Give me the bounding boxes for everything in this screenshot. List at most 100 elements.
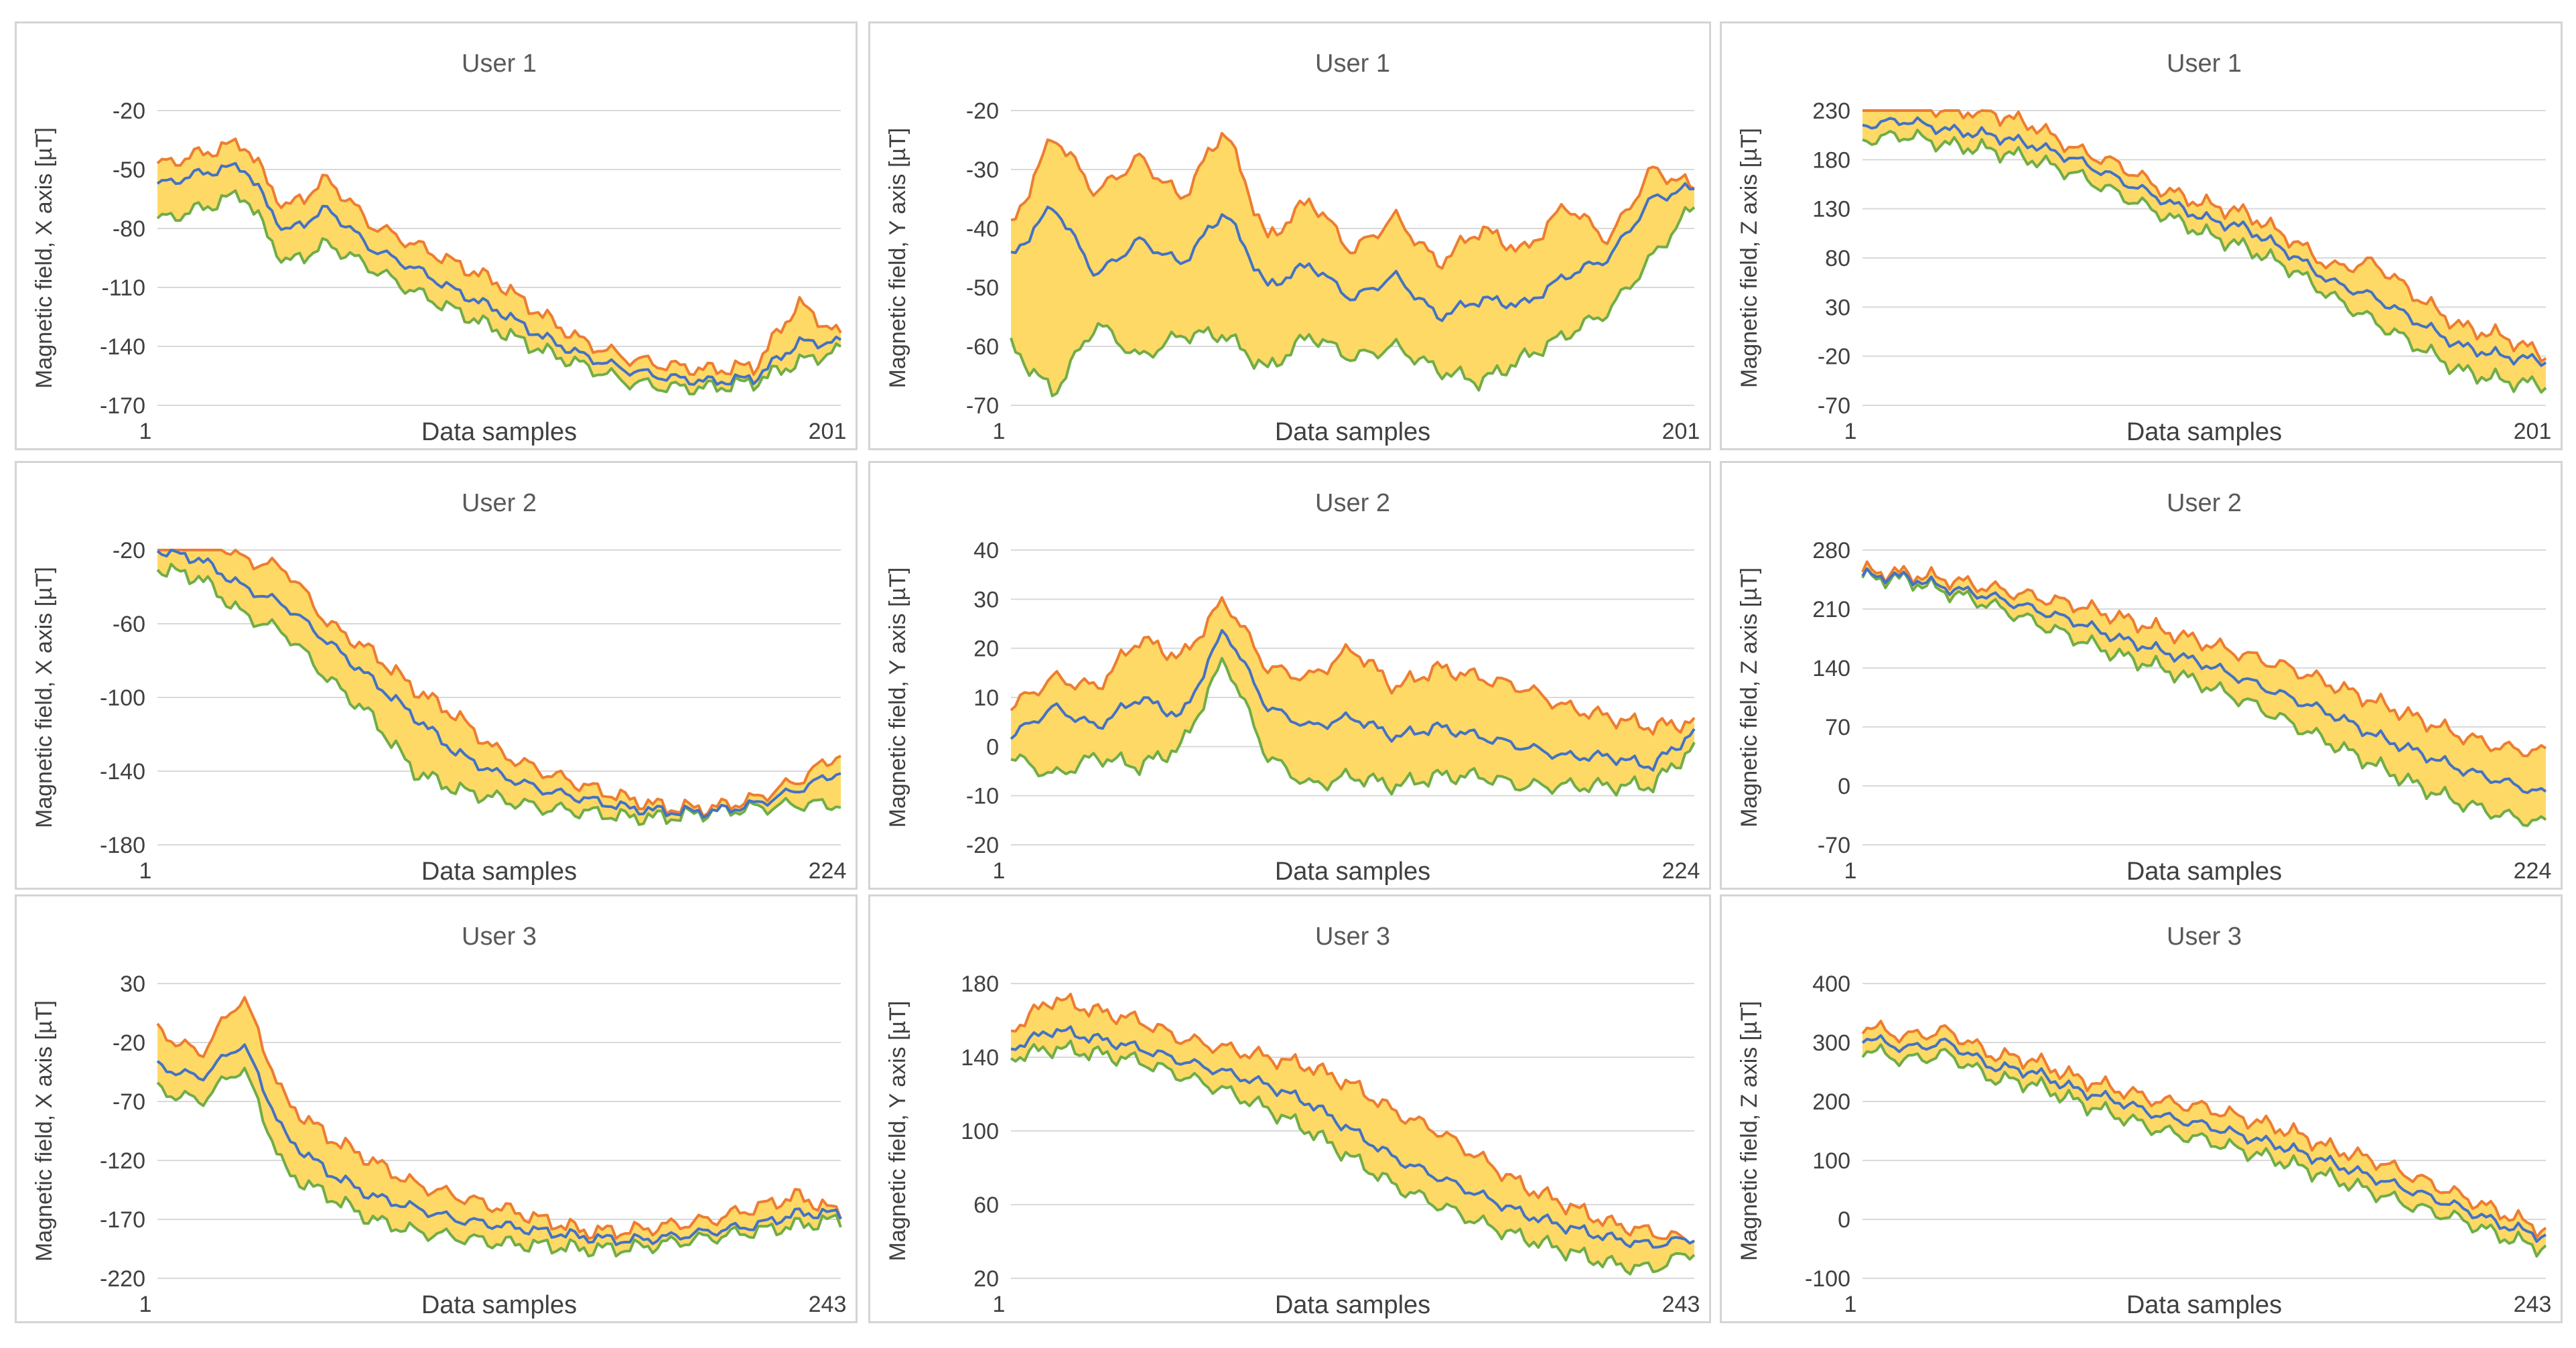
- chart-svg: 180 140 100 60 20 User 3 Magnetic field, Y axi…: [885, 923, 1700, 1319]
- y-axis-label: Magnetic field, X axis [µT]: [31, 1000, 57, 1262]
- min-max-band: [157, 139, 841, 395]
- max-series-line: [156, 137, 842, 377]
- y-axis-label: Magnetic field, Y axis [µT]: [885, 567, 910, 828]
- chart-title: User 2: [1315, 489, 1390, 517]
- x-axis-label: Data samples: [421, 1291, 577, 1319]
- y-axis-label: Magnetic field, Y axis [µT]: [885, 1001, 910, 1262]
- y-tick-label: -30: [966, 157, 999, 183]
- min-series-line: [1010, 657, 1696, 797]
- y-tick-label: 30: [973, 587, 999, 612]
- y-tick-label: -20: [113, 538, 145, 563]
- max-series-line: [156, 996, 842, 1240]
- y-tick-label: 300: [1812, 1030, 1850, 1056]
- min-max-band: [1011, 597, 1694, 795]
- min-series-line: [156, 1067, 842, 1258]
- y-tick-label: -120: [100, 1148, 145, 1174]
- y-tick-label: 180: [961, 971, 999, 997]
- chart-panel: -20 -60 -100 -140 -180 User 2 Magnetic field, …: [15, 461, 858, 890]
- chart-title: User 2: [2167, 489, 2242, 517]
- x-tick-label: 201: [1662, 419, 1700, 444]
- x-tick-label: 1: [993, 419, 1006, 444]
- chart-panel: -20 -30 -40 -50 -60 -70 User 1 Magnetic field, …: [868, 21, 1711, 450]
- chart-svg: -20 -50 -80 -110 -140 -170 User 1 Magnetic fiel…: [31, 50, 847, 446]
- x-tick-label: 1: [1844, 858, 1857, 884]
- chart-title: User 1: [2167, 50, 2242, 78]
- x-tick-label: 1: [993, 1292, 1006, 1317]
- chart-panel: 180 140 100 60 20 User 3 Magnetic field, Y axi…: [868, 894, 1711, 1323]
- chart-title: User 3: [1315, 923, 1390, 951]
- min-max-band: [1011, 994, 1694, 1274]
- mean-series-line: [156, 1043, 842, 1246]
- y-tick-label: 140: [1812, 656, 1850, 681]
- y-tick-label: 130: [1812, 197, 1850, 222]
- mean-series-line: [156, 549, 841, 819]
- min-series-line: [1010, 1039, 1696, 1276]
- y-tick-label: 200: [1812, 1089, 1850, 1115]
- max-series-line: [1010, 992, 1695, 1245]
- min-max-band: [1862, 1021, 2546, 1257]
- y-tick-label: -80: [113, 216, 145, 242]
- y-tick-label: 180: [1812, 147, 1850, 173]
- x-tick-label: 243: [1662, 1292, 1700, 1317]
- y-tick-label: -20: [113, 1030, 145, 1056]
- mean-series-line: [1010, 628, 1696, 772]
- chart-title: User 3: [2167, 923, 2242, 951]
- chart-panel: 280 210 140 70 0 -70 User 2 Magnetic field, Z a…: [1720, 461, 2563, 890]
- x-axis-label: Data samples: [1275, 858, 1430, 886]
- y-tick-label: -100: [100, 685, 145, 711]
- max-series-line: [1010, 131, 1696, 270]
- y-tick-label: -20: [966, 833, 999, 858]
- y-axis-label: Magnetic field, Z axis [µT]: [1737, 567, 1762, 827]
- y-axis-label: Magnetic field, X axis [µT]: [31, 127, 57, 389]
- chart-svg: 280 210 140 70 0 -70 User 2 Magnetic field, Z a…: [1737, 489, 2552, 886]
- y-tick-label: 0: [1838, 1207, 1850, 1233]
- x-tick-label: 224: [2514, 858, 2552, 884]
- y-tick-label: 100: [1812, 1148, 1850, 1174]
- x-tick-label: 1: [139, 1292, 152, 1317]
- y-tick-label: -140: [100, 334, 145, 360]
- min-max-band: [157, 997, 841, 1256]
- x-axis-label: Data samples: [2126, 1291, 2282, 1319]
- chart-panel: -20 -50 -80 -110 -140 -170 User 1 Magnetic fiel…: [15, 21, 858, 450]
- max-series-line: [1862, 109, 2547, 363]
- y-tick-label: -50: [113, 157, 145, 183]
- y-tick-label: -100: [1805, 1266, 1850, 1292]
- y-tick-label: 230: [1812, 98, 1850, 124]
- chart-svg: 400 300 200 100 0 -100 User 3 Magnetic field, Z…: [1737, 923, 2552, 1319]
- x-tick-label: 243: [2514, 1292, 2552, 1317]
- chart-panel: 30 -20 -70 -120 -170 -220 User 3 Magnetic field…: [15, 894, 858, 1323]
- mean-series-line: [1010, 182, 1695, 322]
- y-tick-label: 100: [961, 1119, 999, 1144]
- y-tick-label: -20: [1818, 344, 1850, 370]
- y-tick-label: 80: [1825, 246, 1850, 271]
- y-tick-label: -60: [113, 612, 145, 637]
- y-tick-label: -60: [966, 334, 999, 360]
- y-tick-label: 20: [973, 1266, 999, 1292]
- y-tick-label: 30: [1825, 295, 1850, 320]
- max-series-line: [157, 549, 841, 818]
- x-tick-label: 201: [809, 419, 847, 444]
- chart-panel: 230 180 130 80 30 -20 -70 User 1 Magnetic field,…: [1720, 21, 2563, 450]
- min-max-band: [157, 550, 841, 825]
- y-tick-label: -170: [100, 393, 145, 419]
- y-tick-label: -220: [100, 1266, 145, 1292]
- x-tick-label: 201: [2514, 419, 2552, 444]
- x-tick-label: 1: [139, 858, 152, 884]
- chart-title: User 3: [462, 923, 537, 951]
- x-axis-label: Data samples: [421, 418, 577, 446]
- x-tick-label: 224: [809, 858, 847, 884]
- y-tick-label: 210: [1812, 597, 1850, 622]
- chart-title: User 1: [462, 50, 537, 78]
- min-max-band: [1862, 561, 2546, 826]
- x-tick-label: 1: [1844, 1292, 1857, 1317]
- x-tick-label: 1: [993, 858, 1006, 884]
- min-series-line: [1862, 129, 2547, 394]
- min-series-line: [156, 189, 842, 396]
- chart-svg: 40 30 20 10 0 -10 -20 User 2 Magnetic field, Y a…: [885, 489, 1700, 886]
- chart-svg: 230 180 130 80 30 -20 -70 User 1 Magnetic field,…: [1737, 50, 2552, 446]
- y-tick-label: -70: [1818, 393, 1850, 419]
- x-tick-label: 224: [1662, 858, 1700, 884]
- x-tick-label: 1: [1844, 419, 1857, 444]
- y-tick-label: -170: [100, 1207, 145, 1233]
- y-axis-label: Magnetic field, Y axis [µT]: [885, 128, 910, 389]
